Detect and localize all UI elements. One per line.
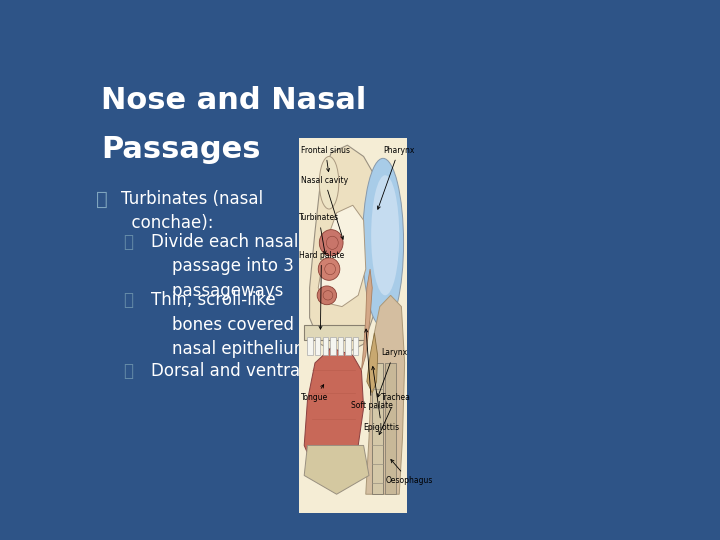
Text: Divide each nasal
    passage into 3 main
    passageways: Divide each nasal passage into 3 main pa… bbox=[151, 233, 341, 300]
Bar bbox=[330, 336, 336, 355]
Ellipse shape bbox=[372, 175, 399, 295]
Polygon shape bbox=[361, 269, 372, 370]
Bar bbox=[372, 363, 383, 494]
Text: Turbinates (nasal
  conchae):: Turbinates (nasal conchae): bbox=[121, 190, 263, 232]
Bar bbox=[353, 336, 358, 355]
Ellipse shape bbox=[318, 286, 336, 305]
Bar bbox=[307, 336, 312, 355]
Text: Pharynx: Pharynx bbox=[377, 146, 415, 210]
Bar bbox=[338, 336, 343, 355]
Text: Soft palate: Soft palate bbox=[351, 329, 392, 410]
Text: ⦾: ⦾ bbox=[124, 233, 133, 251]
Ellipse shape bbox=[318, 258, 340, 280]
Text: ⦾: ⦾ bbox=[96, 190, 107, 208]
Ellipse shape bbox=[320, 157, 339, 209]
Text: Dorsal and ventral: Dorsal and ventral bbox=[151, 362, 305, 380]
Text: Oesophagus: Oesophagus bbox=[385, 460, 433, 485]
Text: Trachea: Trachea bbox=[379, 394, 410, 435]
Bar bbox=[315, 336, 320, 355]
Text: Hard palate: Hard palate bbox=[299, 251, 344, 329]
Polygon shape bbox=[318, 205, 366, 307]
Bar bbox=[323, 336, 328, 355]
Bar bbox=[385, 363, 396, 494]
Text: Passages: Passages bbox=[101, 136, 261, 165]
Text: ⦾: ⦾ bbox=[124, 292, 133, 309]
Text: Larynx: Larynx bbox=[377, 348, 407, 397]
Ellipse shape bbox=[320, 230, 343, 256]
Text: Thin, scroll-like
    bones covered with
    nasal epithelium: Thin, scroll-like bones covered with nas… bbox=[151, 292, 335, 358]
Polygon shape bbox=[304, 348, 364, 461]
Text: Frontal sinus: Frontal sinus bbox=[301, 146, 350, 172]
Polygon shape bbox=[366, 333, 377, 393]
Polygon shape bbox=[304, 446, 369, 494]
Text: Epiglottis: Epiglottis bbox=[364, 367, 400, 433]
Text: Nose and Nasal: Nose and Nasal bbox=[101, 85, 366, 114]
Text: Tongue: Tongue bbox=[301, 384, 328, 402]
Ellipse shape bbox=[362, 158, 403, 327]
Polygon shape bbox=[366, 295, 405, 494]
Text: Nasal cavity: Nasal cavity bbox=[301, 176, 348, 239]
Text: Turbinates: Turbinates bbox=[299, 213, 339, 254]
Bar bbox=[304, 325, 366, 340]
Text: ⦾: ⦾ bbox=[124, 362, 133, 380]
Bar bbox=[346, 336, 351, 355]
Polygon shape bbox=[310, 145, 383, 355]
